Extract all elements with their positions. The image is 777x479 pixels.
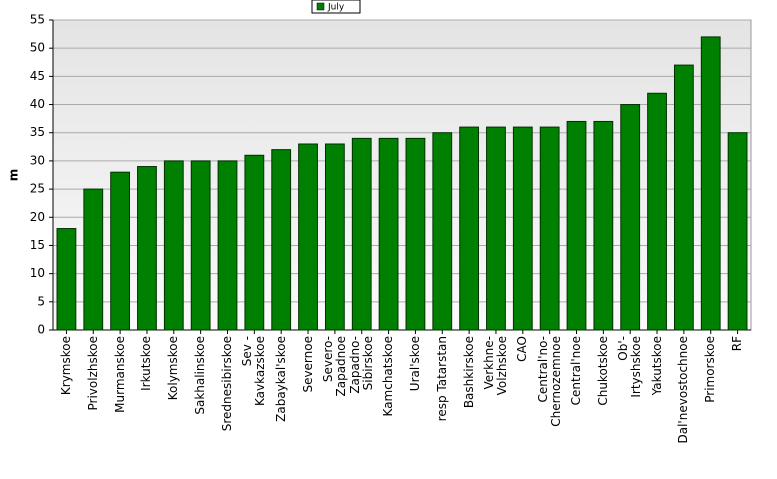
- x-tick-label: Chukotskoe: [595, 336, 610, 406]
- bar: [324, 143, 345, 331]
- bar: [539, 126, 560, 331]
- bar: [620, 104, 641, 331]
- y-tick-label: 5: [37, 294, 45, 308]
- x-tick-label: CAO: [515, 336, 530, 362]
- bar: [137, 166, 157, 331]
- x-tick-label: Bashkirskoe: [461, 336, 476, 409]
- x-tick-label: Zabaykal'skoe: [273, 336, 288, 422]
- y-tick-label: 10: [30, 266, 45, 280]
- bar: [217, 160, 238, 331]
- y-tick-label: 0: [37, 323, 45, 337]
- bar: [378, 137, 399, 331]
- x-tick-label: Yakutskoe: [649, 336, 664, 396]
- plot-area: [52, 19, 752, 331]
- bar: [673, 64, 694, 331]
- y-tick-label: 20: [30, 210, 45, 224]
- bar: [700, 36, 721, 331]
- x-tick-label: Privolzhskoe: [85, 336, 100, 411]
- bar: [486, 126, 506, 331]
- y-tick-label: 40: [30, 97, 45, 111]
- bar: [593, 120, 614, 331]
- x-tick-label: Murmanskoe: [112, 336, 127, 413]
- x-tick-label: resp Tatarstan: [434, 336, 449, 422]
- x-tick-label: Central'noe: [569, 336, 583, 406]
- y-tick-label: 35: [30, 125, 45, 139]
- legend: July: [311, 0, 361, 14]
- bar: [271, 149, 292, 331]
- y-tick-label: 50: [30, 41, 45, 55]
- x-tick-label: Central'no- Chernozemnoe: [535, 336, 563, 427]
- bar: [647, 92, 667, 331]
- legend-swatch: [316, 2, 325, 11]
- x-tick-label: Sev - Kavkazskoe: [240, 336, 268, 407]
- y-tick-label: 30: [30, 153, 45, 167]
- bar: [83, 188, 104, 331]
- legend-label: July: [327, 3, 345, 13]
- y-tick-label: 45: [30, 69, 45, 83]
- x-tick-label: Zapadno- Sibirskoe: [347, 336, 375, 394]
- x-tick-label: Primorskoe: [703, 336, 718, 403]
- x-tick-label: Severnoe: [300, 336, 315, 393]
- x-tick-label: Irkutskoe: [139, 336, 154, 391]
- y-tick-label: 15: [30, 238, 45, 252]
- x-tick-label: RF: [730, 336, 745, 352]
- x-tick-label: Severo- Zapadnoe: [320, 336, 348, 397]
- bar: [163, 160, 184, 331]
- bar: [298, 143, 318, 331]
- bar: [432, 132, 453, 331]
- x-tick-label: Verkhne- Volzhskoe: [481, 336, 509, 396]
- bar: [110, 171, 131, 331]
- bar: [351, 137, 372, 331]
- bar: [405, 137, 426, 331]
- bar: [566, 120, 587, 331]
- x-tick-label: Krymskoe: [58, 336, 73, 396]
- bar: [512, 126, 533, 331]
- x-tick-label: Kolymskoe: [166, 336, 181, 401]
- bar: [190, 160, 211, 331]
- y-tick-label: 55: [30, 13, 45, 27]
- x-tick-label: Ob'- Irtyshskoe: [616, 336, 644, 398]
- bar: [459, 126, 480, 331]
- x-tick-label: Kamchatskoe: [381, 336, 396, 417]
- y-axis-label: m: [7, 169, 21, 182]
- x-tick-label: Srednesibirskoe: [220, 336, 234, 432]
- bar: [56, 228, 77, 331]
- y-tick-label: 25: [30, 182, 45, 196]
- x-tick-label: Dal'nevostochnoe: [676, 336, 691, 444]
- x-tick-label: Sakhalinskoe: [193, 336, 208, 415]
- bar: [727, 132, 748, 331]
- bar: [244, 154, 265, 331]
- x-tick-label: Ural'skoe: [407, 336, 422, 392]
